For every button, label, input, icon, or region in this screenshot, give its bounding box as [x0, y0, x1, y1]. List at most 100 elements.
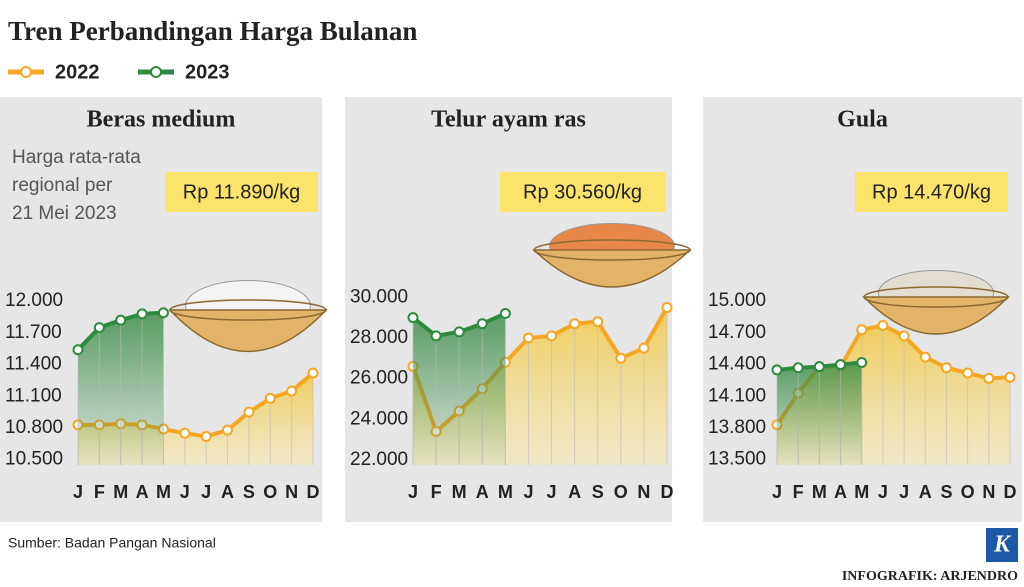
point [499, 308, 511, 320]
y-tick-label: 14.100 [708, 385, 766, 406]
note: Harga rata-rata [12, 147, 141, 168]
point [136, 308, 148, 320]
point [940, 362, 952, 374]
point [546, 330, 558, 342]
credit: INFOGRAFIK: ARJENDRO [842, 569, 1018, 584]
bowl-rim [863, 286, 1009, 308]
x-tick-label: S [940, 482, 952, 502]
y-tick-label: 26.000 [350, 368, 408, 389]
x-tick-label: S [243, 482, 255, 502]
logo: K [993, 532, 1012, 558]
point [877, 319, 889, 331]
x-tick-label: M [812, 482, 827, 502]
x-tick-label: J [73, 482, 83, 502]
logo-box [986, 528, 1018, 562]
point [835, 359, 847, 371]
price-box [500, 172, 665, 212]
y-tick-label: 15.000 [708, 290, 766, 311]
x-tick-label: M [498, 482, 513, 502]
x-tick-label: J [878, 482, 888, 502]
point [661, 301, 673, 313]
y-tick-label: 22.000 [350, 449, 408, 470]
y-tick-label: 13.500 [708, 449, 766, 470]
panel-title: Gula [837, 107, 888, 133]
price-label: Rp 30.560/kg [523, 181, 642, 203]
y-tick-label: 11.400 [5, 354, 62, 375]
x-tick-label: A [476, 482, 489, 502]
point [407, 312, 419, 324]
point [72, 344, 84, 356]
y-tick-label: 30.000 [350, 286, 408, 307]
point [93, 322, 105, 334]
x-tick-label: J [408, 482, 418, 502]
bowl-rim [169, 299, 327, 321]
x-tick-label: A [568, 482, 581, 502]
point [522, 332, 534, 344]
x-tick-label: A [834, 482, 847, 502]
point [243, 406, 255, 418]
point [983, 372, 995, 384]
x-tick-label: F [431, 482, 442, 502]
point [200, 430, 212, 442]
y-tick-label: 28.000 [350, 327, 408, 348]
legend-label: 2022 [55, 61, 100, 83]
x-tick-label: O [263, 482, 277, 502]
legend-dot [20, 66, 32, 78]
point [856, 356, 868, 368]
point [569, 318, 581, 330]
y-tick-label: 10.800 [5, 417, 63, 438]
point [1004, 371, 1016, 383]
point [638, 342, 650, 354]
point [592, 316, 604, 328]
point [813, 361, 825, 373]
point [898, 330, 910, 342]
x-tick-label: S [592, 482, 604, 502]
x-tick-label: J [201, 482, 211, 502]
panel-title: Telur ayam ras [431, 107, 586, 133]
note: regional per [12, 175, 113, 196]
y-tick-label: 24.000 [350, 408, 408, 429]
point [179, 427, 191, 439]
y-tick-label: 14.400 [708, 354, 766, 375]
panel-title: Beras medium [87, 107, 236, 133]
x-tick-label: J [547, 482, 557, 502]
point [430, 330, 442, 342]
point [222, 424, 234, 436]
point [115, 314, 127, 326]
x-tick-label: M [113, 482, 128, 502]
legend-dot [150, 66, 162, 78]
bowl-rim [533, 239, 691, 261]
price-label: Rp 14.470/kg [872, 181, 991, 203]
x-tick-label: A [919, 482, 932, 502]
point [919, 351, 931, 363]
x-tick-label: N [982, 482, 995, 502]
point [157, 307, 169, 319]
x-tick-label: F [793, 482, 804, 502]
point [453, 326, 465, 338]
x-tick-label: D [307, 482, 320, 502]
point [307, 367, 319, 379]
y-tick-label: 11.100 [5, 385, 62, 406]
y-tick-label: 10.500 [5, 449, 63, 470]
price-box [855, 172, 1008, 212]
x-tick-label: N [637, 482, 650, 502]
point [615, 352, 627, 364]
x-tick-label: D [661, 482, 674, 502]
point [476, 318, 488, 330]
x-tick-label: A [221, 482, 234, 502]
point [286, 385, 298, 397]
y-tick-label: 13.800 [708, 417, 766, 438]
x-tick-label: A [136, 482, 149, 502]
price-box [165, 172, 318, 212]
y-tick-label: 14.700 [708, 322, 766, 343]
x-tick-label: J [899, 482, 909, 502]
x-tick-label: J [772, 482, 782, 502]
x-tick-label: M [854, 482, 869, 502]
y-tick-label: 11.700 [5, 322, 62, 343]
y-tick-label: 12.000 [5, 290, 63, 311]
legend-label: 2023 [185, 61, 230, 83]
x-tick-label: D [1004, 482, 1017, 502]
point [771, 364, 783, 376]
bowl [168, 309, 328, 352]
